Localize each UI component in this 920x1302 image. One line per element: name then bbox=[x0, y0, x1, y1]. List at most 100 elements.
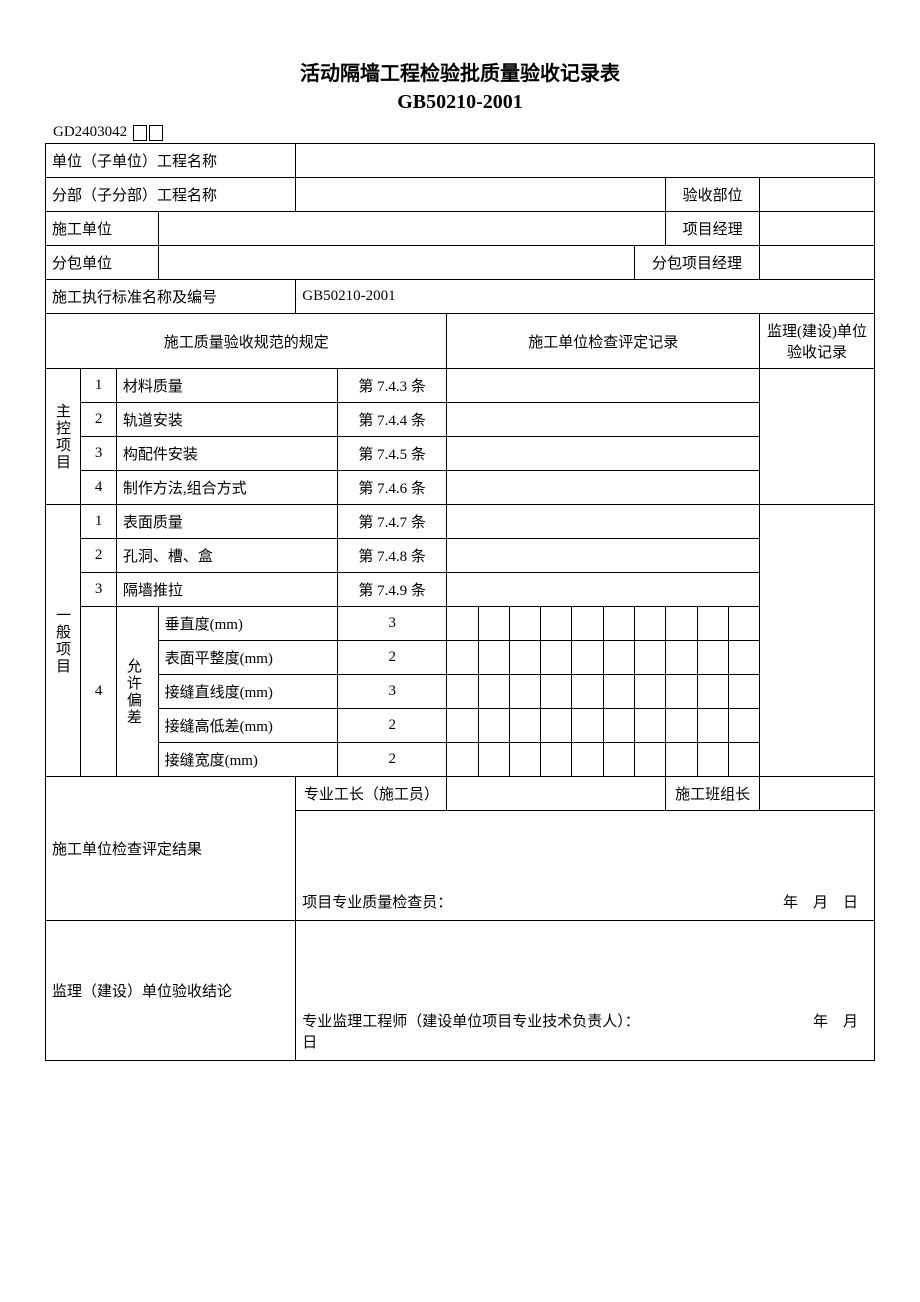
acceptance-part-label: 验收部位 bbox=[666, 178, 760, 212]
project-manager-value bbox=[760, 212, 875, 246]
check-cell bbox=[697, 607, 728, 641]
deviation-val: 2 bbox=[337, 743, 446, 777]
check-cell bbox=[603, 709, 634, 743]
check-cell bbox=[447, 471, 760, 505]
sub-project-name-value bbox=[296, 178, 666, 212]
check-cell bbox=[666, 641, 697, 675]
supervise-conclusion-label: 监理（建设）单位验收结论 bbox=[46, 921, 296, 1061]
check-cell bbox=[541, 641, 572, 675]
table-row: 施工单位 项目经理 bbox=[46, 212, 875, 246]
table-row: 2 孔洞、槽、盒 第 7.4.8 条 bbox=[46, 539, 875, 573]
table-row: 接缝高低差(mm) 2 bbox=[46, 709, 875, 743]
table-row: 分包单位 分包项目经理 bbox=[46, 246, 875, 280]
check-cell bbox=[447, 743, 478, 777]
check-cell bbox=[635, 641, 666, 675]
table-row: 单位（子单位）工程名称 bbox=[46, 144, 875, 178]
subcontract-pm-label: 分包项目经理 bbox=[635, 246, 760, 280]
check-cell bbox=[509, 641, 540, 675]
page-title: 活动隔墙工程检验批质量验收记录表 GB50210-2001 bbox=[45, 60, 875, 116]
row-no: 3 bbox=[81, 573, 116, 607]
unit-project-name-value bbox=[296, 144, 875, 178]
check-cell bbox=[509, 709, 540, 743]
foreman-value bbox=[447, 777, 666, 811]
check-cell bbox=[697, 675, 728, 709]
check-cell bbox=[635, 607, 666, 641]
table-row: 4 允许偏差 垂直度(mm) 3 bbox=[46, 607, 875, 641]
check-cell bbox=[728, 607, 759, 641]
check-cell bbox=[447, 607, 478, 641]
row-ref: 第 7.4.6 条 bbox=[337, 471, 446, 505]
main-control-group-label: 主控项目 bbox=[46, 369, 81, 505]
check-cell bbox=[478, 675, 509, 709]
table-row: 施工执行标准名称及编号 GB50210-2001 bbox=[46, 280, 875, 314]
supervise-cell bbox=[760, 505, 875, 777]
deviation-val: 3 bbox=[337, 675, 446, 709]
row-no: 3 bbox=[81, 437, 116, 471]
row-ref: 第 7.4.4 条 bbox=[337, 403, 446, 437]
check-cell bbox=[447, 539, 760, 573]
foreman-label: 专业工长（施工员） bbox=[296, 777, 447, 811]
deviation-no: 4 bbox=[81, 607, 116, 777]
subcontract-unit-value bbox=[158, 246, 634, 280]
deviation-item: 接缝直线度(mm) bbox=[158, 675, 337, 709]
row-item: 制作方法,组合方式 bbox=[116, 471, 337, 505]
check-cell bbox=[728, 709, 759, 743]
form-code-row: GD2403042 bbox=[45, 124, 875, 141]
table-row: 施工质量验收规范的规定 施工单位检查评定记录 监理(建设)单位验收记录 bbox=[46, 314, 875, 369]
check-column-label: 施工单位检查评定记录 bbox=[447, 314, 760, 369]
table-row: 主控项目 1 材料质量 第 7.4.3 条 bbox=[46, 369, 875, 403]
check-cell bbox=[635, 743, 666, 777]
table-row: 一般项目 1 表面质量 第 7.4.7 条 bbox=[46, 505, 875, 539]
spec-column-label: 施工质量验收规范的规定 bbox=[46, 314, 447, 369]
check-cell bbox=[447, 403, 760, 437]
row-ref: 第 7.4.9 条 bbox=[337, 573, 446, 607]
check-cell bbox=[572, 607, 603, 641]
check-cell bbox=[447, 709, 478, 743]
check-cell bbox=[603, 743, 634, 777]
quality-inspector-cell: 项目专业质量检查员： 年 月 日 bbox=[296, 811, 875, 921]
check-cell bbox=[635, 709, 666, 743]
acceptance-part-value bbox=[760, 178, 875, 212]
row-no: 1 bbox=[81, 369, 116, 403]
check-cell bbox=[478, 709, 509, 743]
check-cell bbox=[541, 607, 572, 641]
check-cell bbox=[447, 641, 478, 675]
check-cell bbox=[509, 607, 540, 641]
check-cell bbox=[541, 675, 572, 709]
check-cell bbox=[603, 641, 634, 675]
check-cell bbox=[697, 709, 728, 743]
row-no: 2 bbox=[81, 539, 116, 573]
deviation-item: 垂直度(mm) bbox=[158, 607, 337, 641]
table-row: 2 轨道安装 第 7.4.4 条 bbox=[46, 403, 875, 437]
deviation-label: 允许偏差 bbox=[116, 607, 158, 777]
check-cell bbox=[447, 437, 760, 471]
subcontract-pm-value bbox=[760, 246, 875, 280]
standard-label: 施工执行标准名称及编号 bbox=[46, 280, 296, 314]
row-ref: 第 7.4.7 条 bbox=[337, 505, 446, 539]
check-cell bbox=[728, 675, 759, 709]
row-item: 构配件安装 bbox=[116, 437, 337, 471]
check-cell bbox=[447, 573, 760, 607]
row-no: 2 bbox=[81, 403, 116, 437]
deviation-val: 2 bbox=[337, 709, 446, 743]
table-row: 分部（子分部）工程名称 验收部位 bbox=[46, 178, 875, 212]
check-cell bbox=[728, 641, 759, 675]
check-cell bbox=[478, 607, 509, 641]
check-cell bbox=[572, 675, 603, 709]
construction-unit-value bbox=[158, 212, 666, 246]
supervise-engineer-cell: 专业监理工程师（建设单位项目专业技术负责人）： 年 月 日 bbox=[296, 921, 875, 1061]
check-cell bbox=[572, 641, 603, 675]
table-row: 监理（建设）单位验收结论 专业监理工程师（建设单位项目专业技术负责人）： 年 月… bbox=[46, 921, 875, 1061]
deviation-item: 表面平整度(mm) bbox=[158, 641, 337, 675]
deviation-item: 接缝宽度(mm) bbox=[158, 743, 337, 777]
table-row: 接缝宽度(mm) 2 bbox=[46, 743, 875, 777]
check-cell bbox=[635, 675, 666, 709]
form-code: GD2403042 bbox=[53, 124, 127, 140]
check-cell bbox=[478, 641, 509, 675]
check-cell bbox=[728, 743, 759, 777]
table-row: 接缝直线度(mm) 3 bbox=[46, 675, 875, 709]
check-result-label: 施工单位检查评定结果 bbox=[46, 777, 296, 921]
row-ref: 第 7.4.5 条 bbox=[337, 437, 446, 471]
construction-unit-label: 施工单位 bbox=[46, 212, 159, 246]
row-item: 材料质量 bbox=[116, 369, 337, 403]
